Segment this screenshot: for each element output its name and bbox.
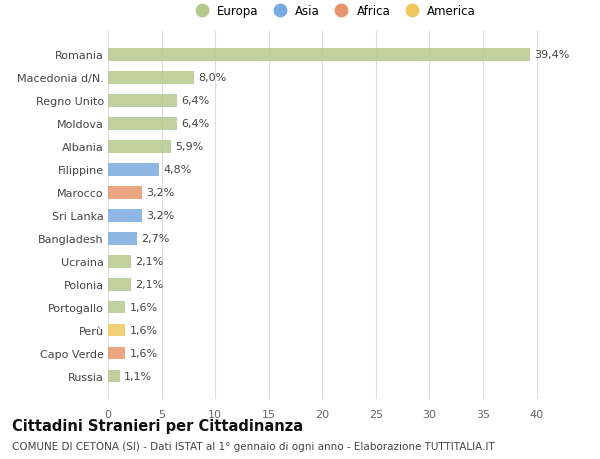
Text: Cittadini Stranieri per Cittadinanza: Cittadini Stranieri per Cittadinanza xyxy=(12,418,303,433)
Text: 39,4%: 39,4% xyxy=(535,50,570,60)
Text: 3,2%: 3,2% xyxy=(146,211,175,221)
Bar xyxy=(108,163,160,176)
Text: COMUNE DI CETONA (SI) - Dati ISTAT al 1° gennaio di ogni anno - Elaborazione TUT: COMUNE DI CETONA (SI) - Dati ISTAT al 1°… xyxy=(12,441,495,451)
Bar xyxy=(108,95,176,107)
Bar xyxy=(108,324,125,337)
Bar xyxy=(108,255,131,268)
Legend: Europa, Asia, Africa, America: Europa, Asia, Africa, America xyxy=(185,0,481,22)
Text: 2,1%: 2,1% xyxy=(135,257,163,267)
Text: 1,6%: 1,6% xyxy=(130,302,158,313)
Bar xyxy=(108,118,176,130)
Bar xyxy=(108,209,142,222)
Bar xyxy=(108,370,120,383)
Text: 5,9%: 5,9% xyxy=(176,142,204,152)
Text: 2,7%: 2,7% xyxy=(141,234,170,244)
Bar xyxy=(108,49,530,62)
Text: 1,6%: 1,6% xyxy=(130,325,158,336)
Text: 6,4%: 6,4% xyxy=(181,96,209,106)
Text: 1,6%: 1,6% xyxy=(130,348,158,358)
Bar xyxy=(108,301,125,314)
Bar xyxy=(108,72,194,84)
Text: 8,0%: 8,0% xyxy=(198,73,226,83)
Text: 2,1%: 2,1% xyxy=(135,280,163,290)
Text: 4,8%: 4,8% xyxy=(164,165,192,175)
Text: 6,4%: 6,4% xyxy=(181,119,209,129)
Bar xyxy=(108,347,125,360)
Text: 1,1%: 1,1% xyxy=(124,371,152,381)
Bar xyxy=(108,140,171,153)
Bar xyxy=(108,278,131,291)
Text: 3,2%: 3,2% xyxy=(146,188,175,198)
Bar xyxy=(108,232,137,245)
Bar xyxy=(108,186,142,199)
